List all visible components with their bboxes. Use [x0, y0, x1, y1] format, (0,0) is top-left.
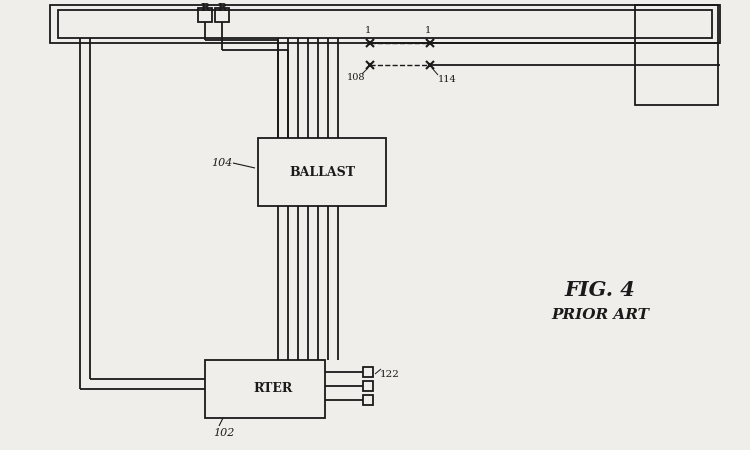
Bar — [363, 395, 373, 405]
Bar — [258, 138, 386, 206]
Bar — [205, 360, 325, 418]
Text: 1: 1 — [364, 26, 371, 35]
Bar — [363, 381, 373, 391]
Text: 108: 108 — [346, 73, 365, 82]
Text: FIG. 4: FIG. 4 — [565, 280, 635, 300]
Text: RTER: RTER — [254, 382, 292, 396]
Bar — [58, 10, 712, 38]
Bar — [215, 8, 229, 22]
Text: BALLAST: BALLAST — [289, 166, 355, 179]
Text: 1: 1 — [424, 26, 431, 35]
Bar — [50, 5, 720, 43]
Bar — [363, 367, 373, 377]
Bar — [198, 8, 212, 22]
Text: 122: 122 — [380, 370, 400, 379]
Bar — [635, 5, 718, 105]
Text: 102: 102 — [213, 428, 234, 438]
Text: PRIOR ART: PRIOR ART — [551, 308, 649, 322]
Text: R: R — [200, 2, 209, 13]
Text: R: R — [217, 2, 226, 13]
Text: 104: 104 — [211, 158, 233, 168]
Text: 114: 114 — [438, 75, 457, 84]
